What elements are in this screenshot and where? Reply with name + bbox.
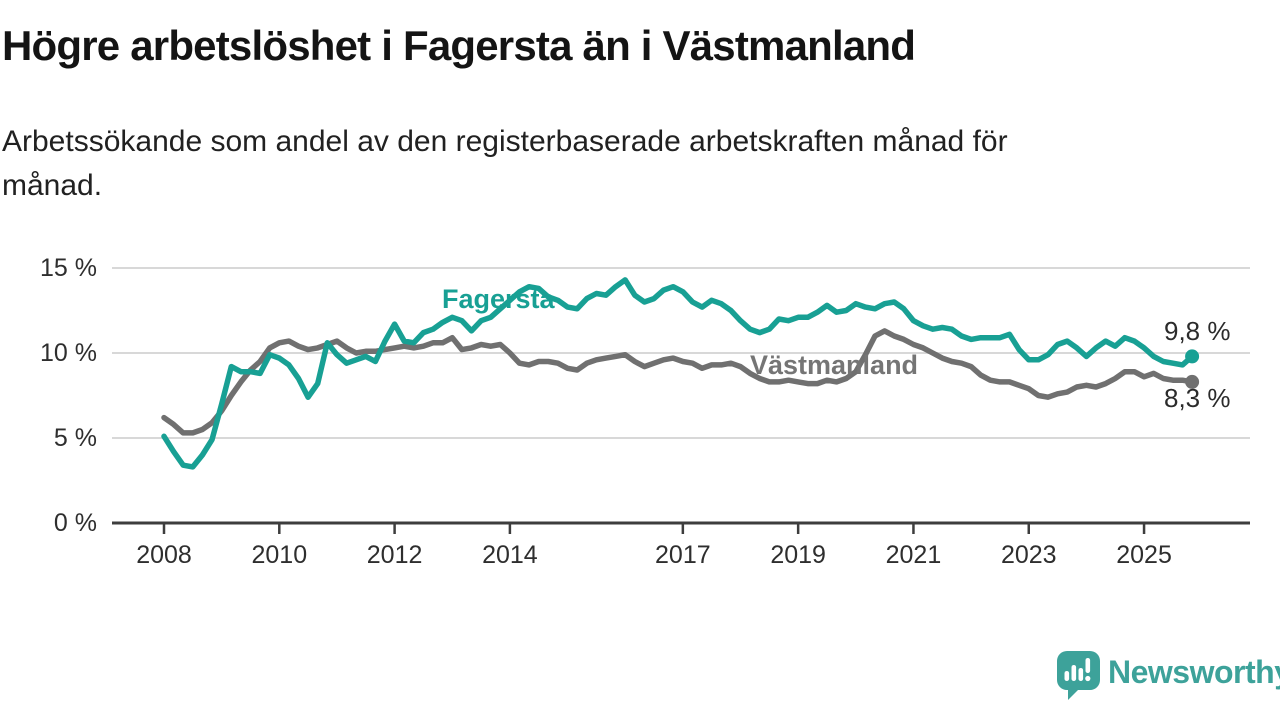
end-point-västmanland <box>1185 374 1200 389</box>
x-axis-tick-label: 2014 <box>482 541 538 569</box>
x-axis-tick-label: 2010 <box>251 541 308 569</box>
series-label-vastmanland: Västmanland <box>750 350 919 380</box>
x-axis-tick-label: 2012 <box>366 541 423 569</box>
x-axis-tick-label: 2017 <box>655 541 711 569</box>
end-point-fagersta <box>1185 349 1200 364</box>
x-axis-tick-label: 2021 <box>885 541 942 569</box>
end-value-label-vastmanland: 8,3 % <box>1164 383 1231 413</box>
newsworthy-logo: Newsworthy <box>1056 650 1280 706</box>
chart-subtitle-line2: månad. <box>2 169 103 202</box>
series-line-fagersta <box>161 277 1195 470</box>
y-axis-tick-label: 15 % <box>40 254 97 282</box>
y-axis-tick-label: 5 % <box>53 424 97 452</box>
series-label-fagersta: Fagersta <box>442 284 555 314</box>
x-axis-tick-label: 2023 <box>1000 541 1057 569</box>
chart-subtitle-line1: Arbetssökande som andel av den registerb… <box>2 125 1008 158</box>
end-value-label-fagersta: 9,8 % <box>1164 316 1231 346</box>
newsworthy-wordmark: Newsworthy <box>1108 654 1280 690</box>
x-axis-tick-label: 2025 <box>1116 541 1172 569</box>
y-axis-tick-label: 0 % <box>53 509 97 537</box>
y-axis-tick-label: 10 % <box>40 339 97 367</box>
x-axis-tick-label: 2019 <box>770 541 826 569</box>
x-axis-tick-label: 2008 <box>136 541 192 569</box>
series-line-västmanland <box>161 328 1195 436</box>
newsworthy-bubble-icon <box>1057 651 1100 700</box>
chart-subtitle: Arbetssökande som andel av den registerb… <box>2 120 1222 208</box>
chart-title: Högre arbetslöshet i Fagersta än i Västm… <box>2 22 916 69</box>
